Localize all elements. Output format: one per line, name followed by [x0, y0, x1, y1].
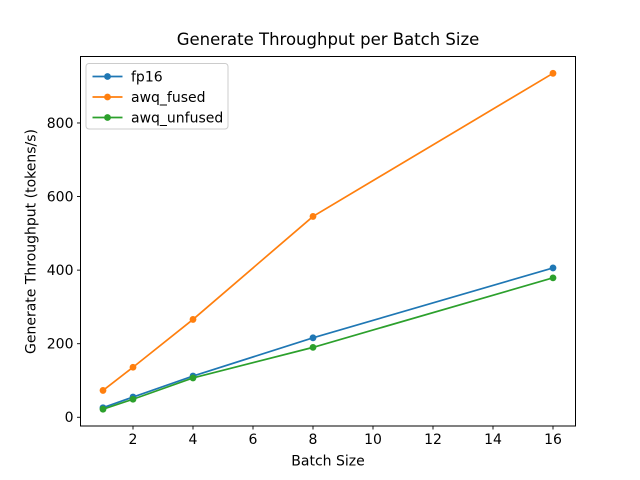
y-tick-label: 200	[47, 337, 74, 353]
x-tick-label: 12	[424, 432, 442, 448]
data-point-awq_fused	[129, 363, 137, 371]
data-point-awq_fused	[309, 213, 317, 220]
axes-ticks: 2 4 6 8 10 12 14 16 0 200 400 600 800	[47, 116, 562, 448]
x-tick-label: 2	[129, 432, 138, 448]
x-tick-label: 4	[189, 432, 198, 448]
x-tick-label: 10	[364, 432, 382, 448]
data-point-awq_unfused	[309, 343, 317, 351]
data-point-awq_unfused	[99, 405, 107, 413]
y-tick-label: 600	[47, 189, 74, 205]
axes-frame	[80, 56, 576, 427]
legend-label-fp16: fp16	[131, 69, 163, 85]
y-axis-label: Generate Throughput (tokens/s)	[24, 129, 40, 354]
legend: fp16 awq_fused awq_unfused	[85, 63, 229, 130]
y-tick-label: 800	[47, 116, 74, 132]
x-tick-label: 6	[249, 432, 258, 448]
data-point-awq_unfused	[549, 274, 557, 282]
data-point-awq_fused	[549, 69, 557, 77]
y-tick-label: 400	[47, 263, 74, 279]
data-point-fp16	[549, 264, 557, 272]
data-point-fp16	[309, 334, 317, 342]
legend-label-awq_fused: awq_fused	[131, 90, 206, 106]
legend-marker-fp16	[104, 73, 111, 80]
data-point-awq_unfused	[189, 374, 197, 382]
legend-marker-awq_fused	[104, 93, 111, 101]
x-axis-label: Batch Size	[291, 454, 364, 470]
plot-series	[99, 69, 557, 413]
x-tick-label: 8	[309, 432, 318, 448]
y-tick-label: 0	[65, 410, 74, 426]
data-point-awq_fused	[189, 316, 197, 323]
chart-title: Generate Throughput per Batch Size	[177, 30, 480, 49]
legend-box	[85, 63, 229, 130]
x-tick-label: 16	[544, 432, 562, 448]
data-point-awq_fused	[99, 387, 107, 394]
legend-marker-awq_unfused	[104, 114, 111, 121]
x-tick-label: 14	[484, 432, 502, 448]
data-point-awq_unfused	[129, 395, 137, 403]
legend-label-awq_unfused: awq_unfused	[131, 110, 223, 126]
